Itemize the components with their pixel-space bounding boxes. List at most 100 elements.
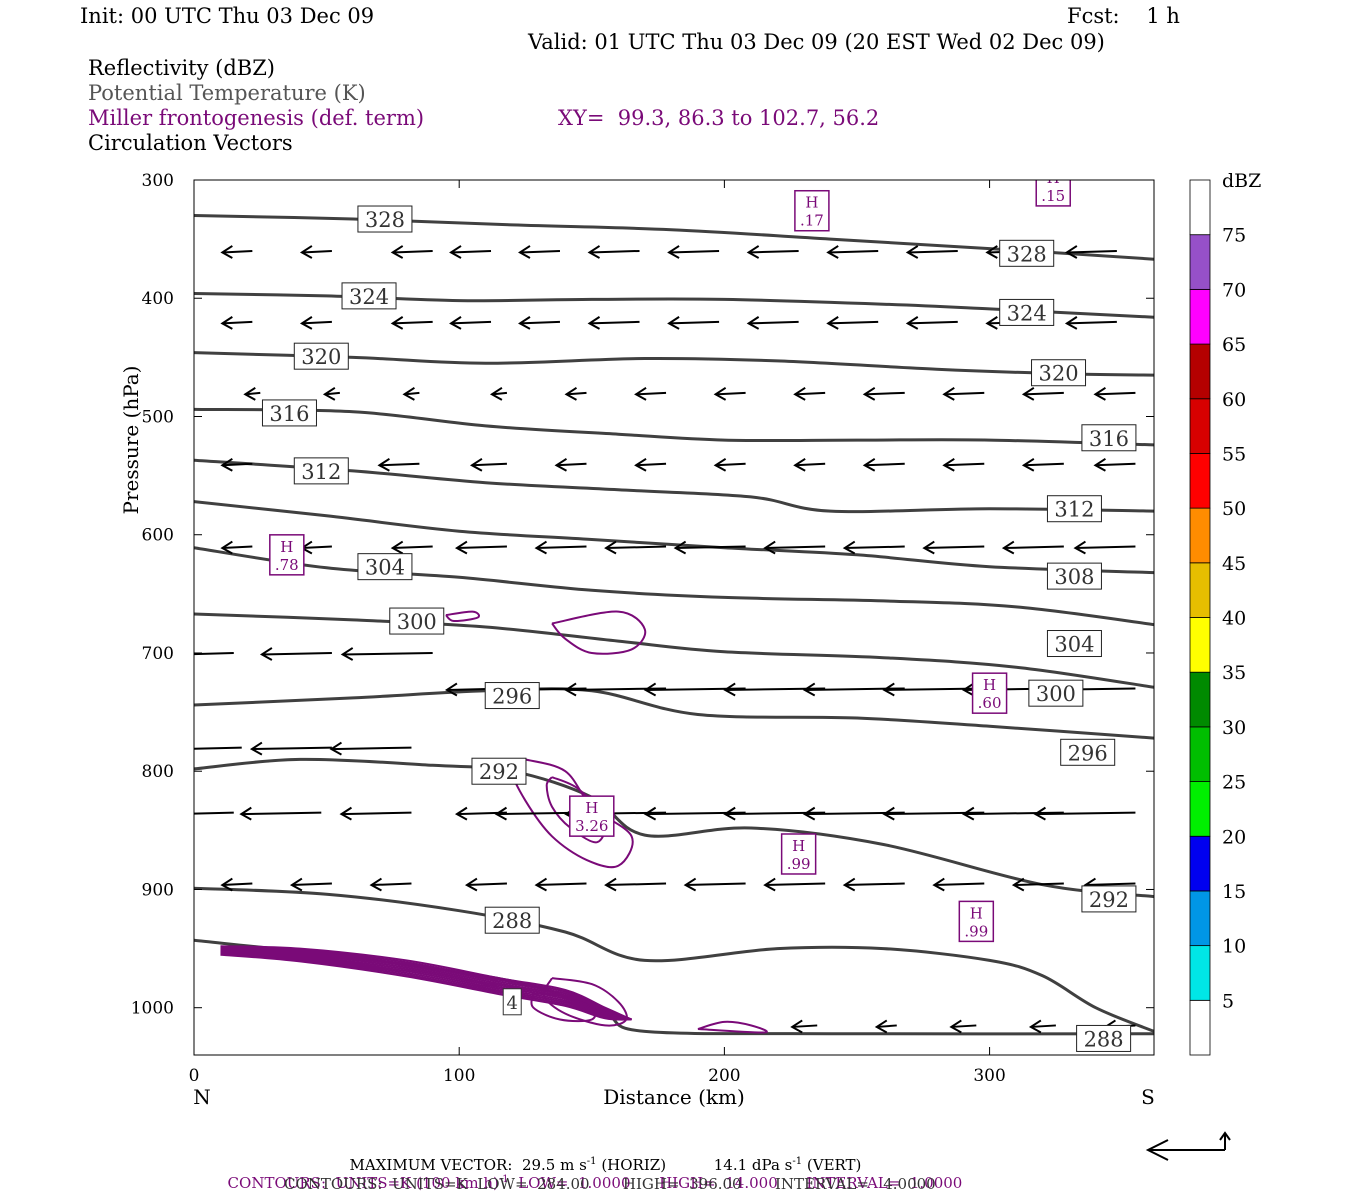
y-tick-label: 700 bbox=[142, 644, 174, 664]
svg-text:328: 328 bbox=[1007, 242, 1047, 266]
circulation-vector bbox=[340, 647, 433, 661]
circulation-vector bbox=[842, 540, 905, 555]
colorbar-segment bbox=[1189, 562, 1211, 618]
frontogenesis-contour bbox=[445, 610, 481, 623]
circulation-vector bbox=[1028, 1019, 1056, 1034]
theta-label-296: 296 bbox=[484, 682, 540, 710]
valid-time: Valid: 01 UTC Thu 03 Dec 09 (20 EST Wed … bbox=[528, 30, 1105, 54]
colorbar-level-label: 30 bbox=[1222, 717, 1246, 739]
colorbar-level-label: 45 bbox=[1222, 553, 1246, 575]
frontogenesis-contour bbox=[551, 610, 647, 655]
colorbar-segment bbox=[1189, 617, 1211, 673]
theta-label-328: 328 bbox=[999, 239, 1055, 267]
y-tick-label: 500 bbox=[142, 407, 174, 427]
frontogenesis-high-label: H.99 bbox=[958, 900, 995, 943]
theta-label-324: 324 bbox=[341, 282, 397, 310]
circulation-vector bbox=[390, 245, 433, 259]
footer-frontogenesis-contours: CONTOURS: UNITS=K (100 km h)-1 LOW= 1.00… bbox=[227, 1174, 963, 1192]
circulation-vector bbox=[842, 877, 905, 892]
frontogenesis-contour bbox=[220, 950, 632, 1021]
y-tick-label: 400 bbox=[142, 289, 174, 309]
frontogenesis-min-label: 4 bbox=[502, 988, 522, 1016]
circulation-vector bbox=[905, 245, 958, 259]
circulation-vector bbox=[329, 741, 412, 756]
circulation-vector bbox=[299, 540, 332, 555]
theta-label-288: 288 bbox=[1076, 1024, 1132, 1052]
circulation-vector bbox=[932, 877, 985, 892]
frontogenesis-contour bbox=[220, 953, 632, 1021]
circulation-vector bbox=[862, 457, 905, 472]
colorbar-segment bbox=[1189, 453, 1211, 509]
circulation-vector bbox=[259, 647, 332, 661]
circulation-vector bbox=[961, 806, 1064, 821]
theta-contour-300 bbox=[194, 612, 1154, 689]
colorbar-level-label: 40 bbox=[1222, 608, 1246, 630]
circulation-vector bbox=[220, 540, 253, 555]
theta-contour-296 bbox=[194, 687, 1154, 740]
circulation-vector bbox=[1064, 245, 1117, 259]
frontogenesis-contour bbox=[545, 776, 607, 844]
theta-contour-308 bbox=[194, 500, 1154, 575]
footer-max-vector: MAXIMUM VECTOR: 29.5 m s-1 (HORIZ) 14.1 … bbox=[349, 1156, 862, 1174]
svg-text:292: 292 bbox=[479, 760, 519, 784]
svg-text:308: 308 bbox=[1054, 565, 1094, 589]
circulation-vector bbox=[746, 316, 799, 330]
y-tick-label: 900 bbox=[142, 880, 174, 900]
frontogenesis-high-label: H.78 bbox=[269, 534, 305, 576]
theta-contour-292 bbox=[194, 757, 1154, 899]
colorbar-level-label: 35 bbox=[1222, 662, 1246, 684]
circulation-vector bbox=[194, 648, 234, 660]
circulation-vector bbox=[587, 316, 640, 330]
circulation-vector bbox=[643, 682, 746, 697]
circulation-vector bbox=[723, 682, 826, 697]
frontogenesis-high-label: H.60 bbox=[971, 672, 1008, 714]
y-axis-title: Pressure (hPa) bbox=[119, 366, 143, 515]
theta-label-304: 304 bbox=[357, 553, 413, 581]
x-tick-label: 300 bbox=[973, 1066, 1005, 1086]
svg-text:.15: .15 bbox=[1041, 187, 1065, 205]
circulation-vector bbox=[922, 540, 985, 555]
circulation-vector bbox=[220, 457, 253, 472]
y-tick-label: 800 bbox=[142, 762, 174, 782]
circulation-vector bbox=[1064, 316, 1117, 330]
theta-label-292: 292 bbox=[1081, 885, 1137, 913]
colorbar-segment bbox=[1189, 781, 1211, 837]
theta-label-296: 296 bbox=[1060, 738, 1116, 766]
frontogenesis-contour bbox=[220, 948, 632, 1021]
y-tick-label: 1000 bbox=[131, 999, 174, 1019]
colorbar-segment bbox=[1189, 179, 1211, 236]
svg-text:312: 312 bbox=[301, 460, 341, 484]
circulation-vector bbox=[322, 386, 340, 401]
circulation-vector bbox=[239, 806, 322, 821]
init-time: Init: 00 UTC Thu 03 Dec 09 bbox=[80, 4, 375, 28]
theta-label-300: 300 bbox=[389, 607, 445, 635]
colorbar-segment bbox=[1189, 890, 1211, 947]
svg-text:324: 324 bbox=[1007, 301, 1047, 325]
circulation-vector bbox=[469, 457, 507, 472]
circulation-vector bbox=[377, 457, 420, 472]
colorbar-level-label: 25 bbox=[1222, 772, 1246, 794]
colorbar-level-label: 55 bbox=[1222, 443, 1246, 465]
circulation-vector bbox=[564, 682, 667, 697]
frontogenesis-contour bbox=[530, 992, 597, 1023]
colorbar-segment bbox=[1189, 507, 1211, 564]
circulation-vector bbox=[220, 316, 253, 330]
theta-contour-312 bbox=[194, 458, 1154, 514]
colorbar-segment bbox=[1189, 234, 1211, 290]
y-tick-label: 600 bbox=[142, 526, 174, 546]
svg-text:292: 292 bbox=[1089, 888, 1129, 912]
theta-label-316: 316 bbox=[261, 399, 317, 427]
circulation-vector bbox=[942, 457, 985, 472]
theta-contours bbox=[194, 214, 1154, 1036]
circulation-vector bbox=[862, 386, 905, 401]
svg-text:304: 304 bbox=[1054, 633, 1094, 657]
circulation-vector bbox=[449, 245, 492, 259]
colorbar-segment bbox=[1189, 398, 1211, 454]
dbz-colorbar: 5 10 15 20 25 30 35 40 45 50 55 60 65 70 75 dBZ bbox=[1189, 170, 1261, 1056]
frontogenesis-high-label: H.15 bbox=[1035, 180, 1071, 207]
colorbar-segment bbox=[1189, 343, 1211, 400]
svg-text:300: 300 bbox=[397, 610, 437, 634]
colorbar-level-label: 65 bbox=[1222, 334, 1246, 356]
plot-frame bbox=[193, 179, 1155, 1056]
theta-contour-288 bbox=[194, 886, 1154, 1033]
